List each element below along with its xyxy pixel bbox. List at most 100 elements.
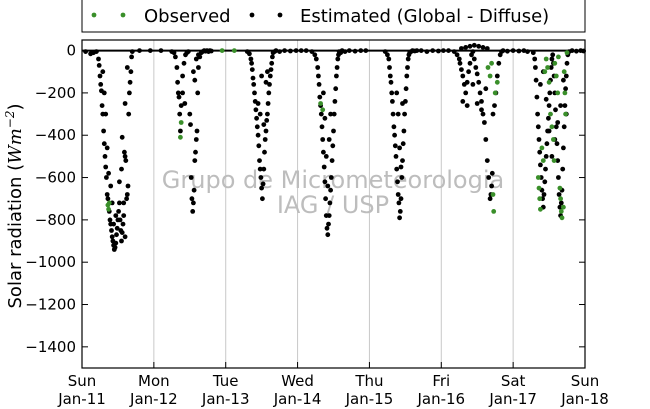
estimated-point-59 [106, 170, 111, 176]
estimated-point-136 [263, 128, 269, 134]
estimated-point-215 [390, 99, 395, 104]
observed-point-34 [557, 185, 563, 191]
estimated-point-355 [564, 60, 570, 66]
estimated-point-51 [117, 179, 122, 185]
estimated-point-44 [125, 183, 131, 189]
estimated-point-307 [521, 48, 527, 53]
y-tick-label--200: −200 [35, 84, 76, 102]
estimated-point-71 [171, 50, 177, 56]
estimated-point-58 [108, 183, 114, 189]
estimated-point-365 [546, 128, 552, 134]
estimated-point-368 [555, 120, 561, 125]
estimated-point-96 [195, 90, 201, 96]
estimated-point-277 [484, 158, 490, 164]
estimated-point-67 [137, 48, 142, 53]
observed-point-20 [539, 145, 545, 151]
estimated-point-199 [323, 154, 329, 159]
estimated-point-297 [484, 46, 490, 51]
estimated-point-364 [543, 96, 549, 102]
estimated-point-351 [561, 124, 567, 130]
estimated-point-253 [441, 48, 446, 53]
estimated-point-185 [330, 143, 336, 149]
estimated-point-272 [477, 90, 483, 96]
estimated-point-84 [185, 49, 191, 54]
estimated-point-235 [404, 73, 410, 79]
estimated-point-317 [537, 149, 543, 155]
estimated-point-27 [113, 240, 119, 246]
estimated-point-41 [123, 158, 129, 164]
x-tick-day-1: Mon [138, 372, 170, 390]
estimated-point-7 [98, 82, 104, 87]
estimated-point-237 [405, 56, 411, 62]
estimated-point-110 [196, 52, 201, 58]
observed-point-10 [487, 73, 493, 79]
estimated-point-85 [187, 111, 193, 117]
estimated-point-76 [176, 94, 182, 100]
estimated-point-15 [104, 175, 109, 180]
estimated-point-299 [464, 103, 470, 108]
estimated-point-267 [470, 49, 476, 54]
estimated-point-223 [395, 192, 401, 197]
observed-point-22 [542, 69, 548, 75]
x-tick-date-4: Jan-15 [345, 390, 394, 408]
y-axis-label: Solar radiation (Wm−2) [3, 103, 26, 308]
estimated-point-279 [487, 196, 493, 202]
observed-point-23 [543, 56, 549, 62]
observed-point-4 [178, 120, 184, 125]
estimated-point-40 [122, 154, 128, 159]
estimated-point-145 [270, 54, 275, 60]
estimated-point-327 [544, 141, 550, 147]
estimated-point-201 [326, 137, 332, 142]
observed-point-38 [561, 204, 566, 210]
observed-point-25 [546, 79, 552, 85]
estimated-point-189 [333, 86, 339, 92]
estimated-point-177 [324, 225, 330, 231]
estimated-point-125 [255, 132, 261, 138]
plot-border [81, 39, 586, 369]
estimated-point-273 [479, 99, 484, 104]
estimated-point-62 [101, 90, 107, 96]
y-axis-ticks: 0 −200 −400 −600 −800 −1000 −1200 −1400 [25, 42, 585, 356]
estimated-point-200 [325, 183, 331, 189]
estimated-point-143 [268, 67, 274, 72]
estimated-point-268 [471, 56, 477, 62]
estimated-point-291 [459, 46, 464, 51]
observed-point-36 [558, 209, 564, 214]
estimated-point-3 [94, 49, 99, 54]
estimated-point-294 [471, 42, 477, 48]
estimated-point-130 [259, 185, 264, 191]
estimated-point-138 [265, 111, 270, 117]
estimated-point-331 [547, 90, 553, 96]
estimated-point-290 [500, 48, 506, 53]
estimated-point-35 [119, 238, 124, 244]
y-tick-label-0: 0 [66, 42, 76, 60]
estimated-point-46 [126, 90, 132, 96]
estimated-point-39 [122, 149, 127, 155]
estimated-point-187 [331, 111, 337, 117]
estimated-point-162 [312, 52, 318, 58]
estimated-point-207 [363, 48, 369, 53]
estimated-point-124 [254, 124, 260, 130]
observed-point-12 [490, 192, 496, 197]
estimated-point-258 [457, 60, 463, 66]
estimated-point-88 [189, 196, 195, 202]
watermark-line-1: Grupo de Micrometeorologia [162, 166, 504, 194]
estimated-point-262 [463, 90, 469, 96]
estimated-point-359 [574, 48, 579, 54]
estimated-point-249 [418, 48, 424, 53]
x-tick-day-2: Tue [212, 372, 239, 390]
observed-point-26 [548, 111, 553, 117]
estimated-point-228 [399, 175, 405, 180]
x-tick-day-0: Sun [68, 372, 97, 390]
estimated-point-230 [400, 141, 406, 147]
y-tick-label--400: −400 [35, 126, 76, 144]
estimated-point-342 [555, 158, 561, 164]
estimated-point-350 [561, 145, 566, 151]
estimated-point-139 [265, 101, 271, 106]
plot-frame [82, 40, 585, 368]
observed-point-27 [549, 124, 555, 130]
estimated-point-89 [190, 209, 196, 214]
estimated-point-206 [358, 48, 364, 53]
y-tick-label--1200: −1200 [25, 296, 76, 314]
estimated-point-245 [395, 111, 401, 117]
